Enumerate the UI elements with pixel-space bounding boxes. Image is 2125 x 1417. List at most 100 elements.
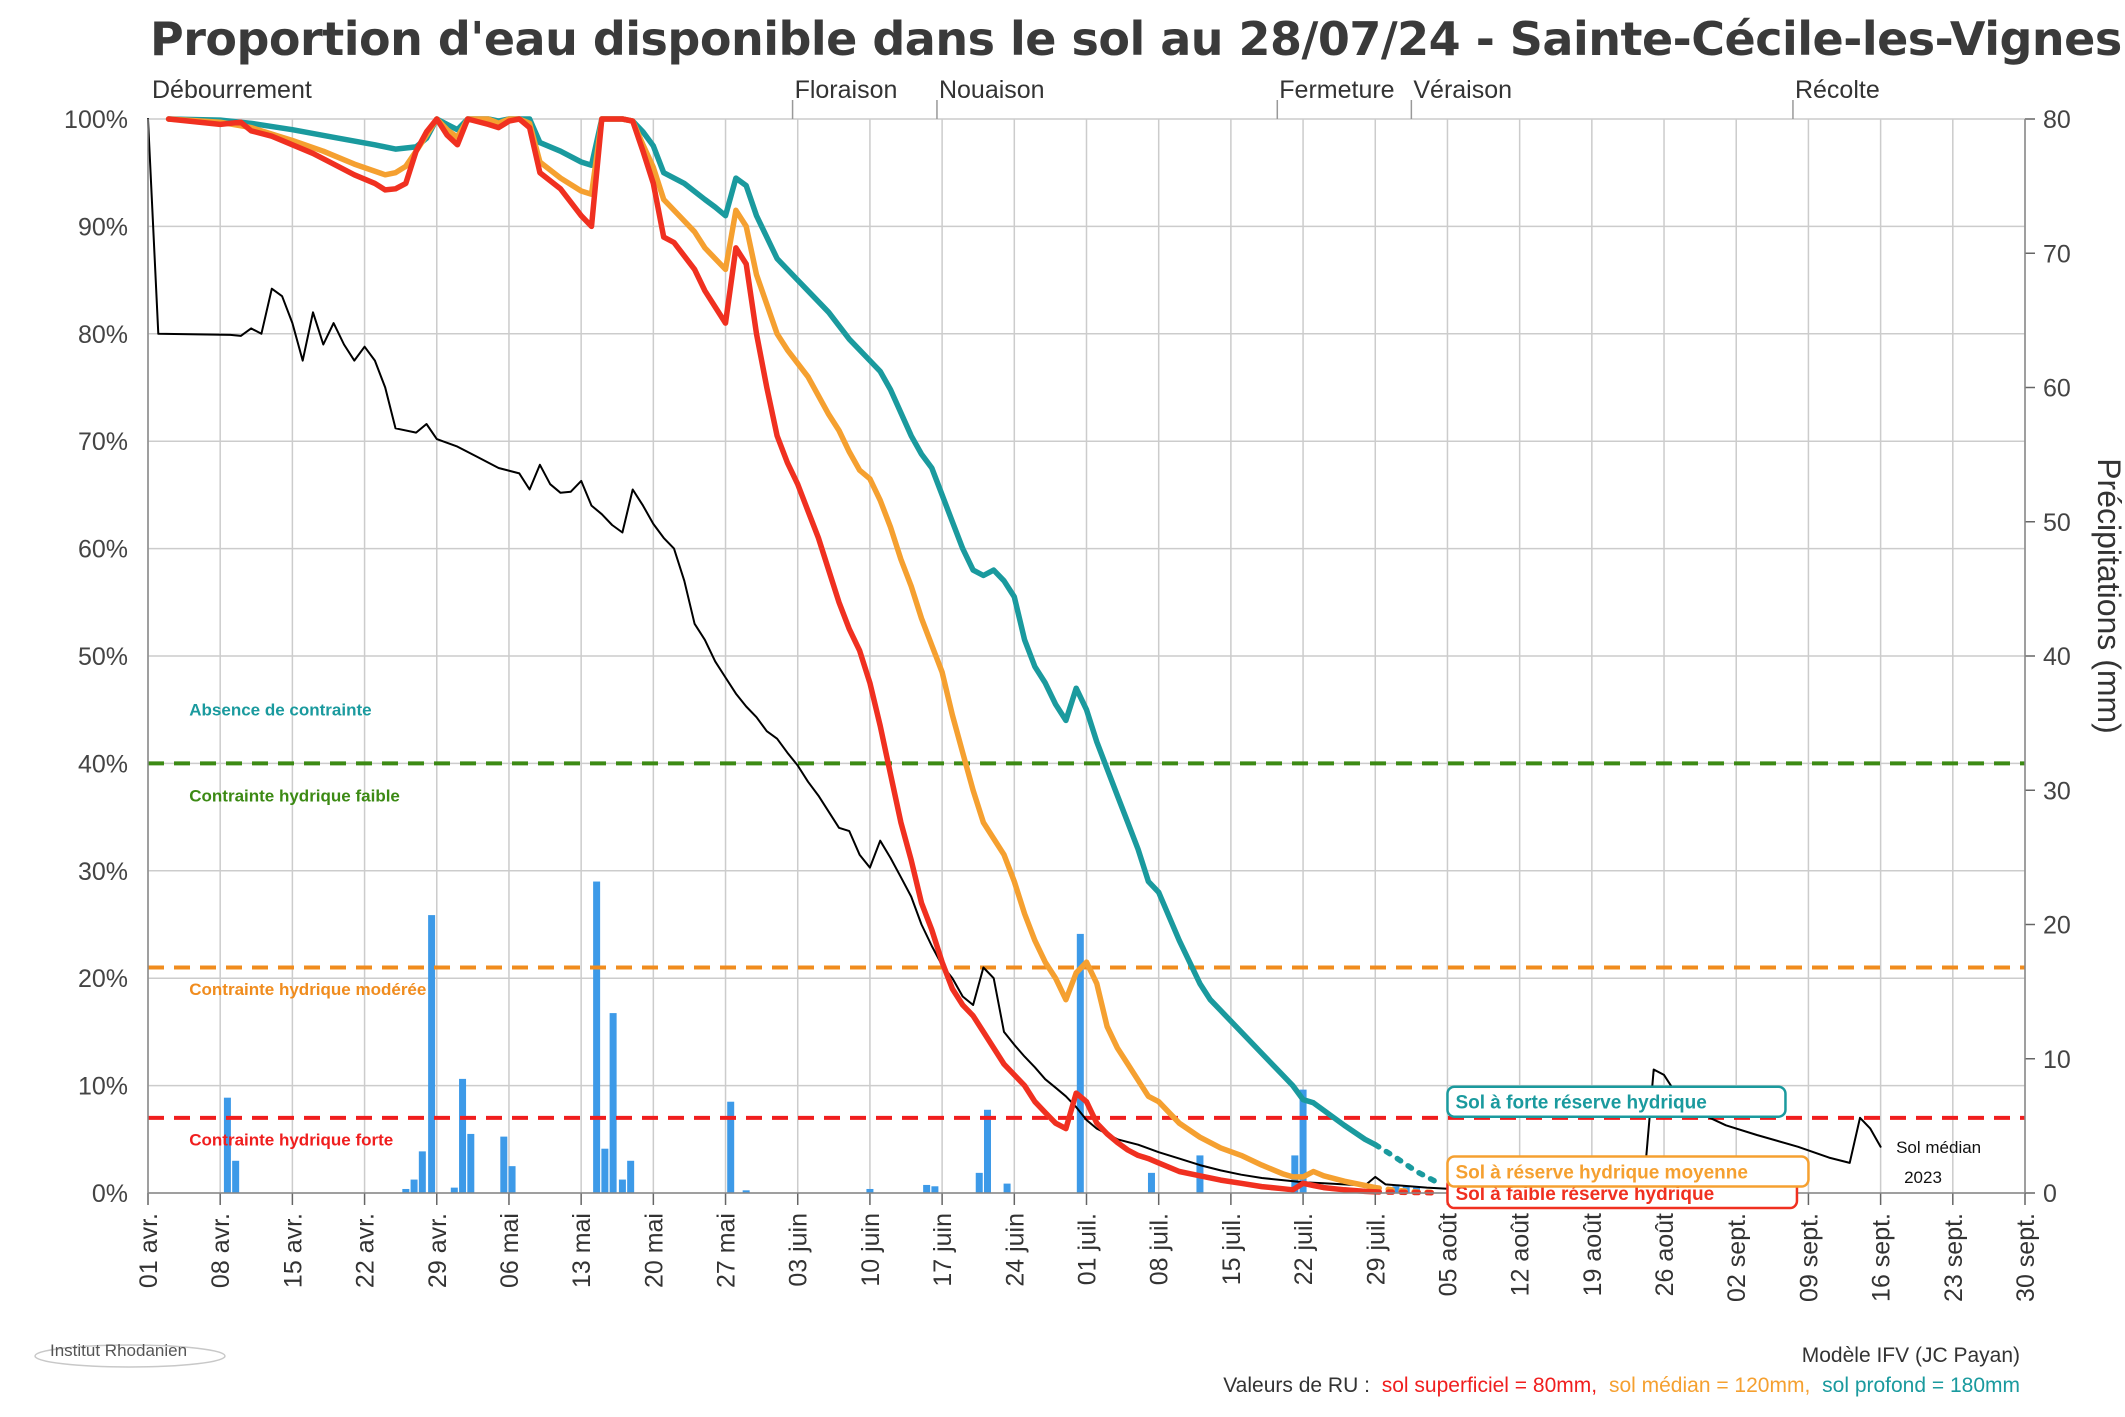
y-tick-label-left: 40% bbox=[78, 750, 128, 778]
y-tick-label-right: 70 bbox=[2043, 240, 2071, 268]
x-tick-label: 10 juin bbox=[857, 1213, 885, 1287]
precip-bar bbox=[450, 1187, 458, 1193]
precip-bar bbox=[402, 1188, 410, 1193]
precip-bar bbox=[1147, 1172, 1155, 1193]
x-tick-label: 26 août bbox=[1651, 1213, 1679, 1296]
x-tick-label: 13 mai bbox=[568, 1213, 596, 1288]
precip-bar bbox=[866, 1188, 874, 1193]
y-tick-label-right: 80 bbox=[2043, 106, 2071, 134]
x-tick-label: 01 juil. bbox=[1074, 1213, 1102, 1285]
series-label-box-forte bbox=[1446, 1085, 1787, 1118]
series-labels: Sol à faible réserve hydrique Sol à forte… bbox=[1446, 1085, 1981, 1210]
precip-bar bbox=[727, 1101, 735, 1193]
y-tick-label-left: 80% bbox=[78, 321, 128, 349]
precip-bar bbox=[923, 1184, 931, 1193]
y-tick-label-right: 0 bbox=[2043, 1180, 2057, 1208]
grid bbox=[147, 118, 2026, 1194]
x-tick-label: 02 sept. bbox=[1723, 1213, 1751, 1302]
x-tick-label: 20 mai bbox=[640, 1213, 668, 1288]
precip-bar bbox=[467, 1133, 475, 1193]
x-tick-label: 23 sept. bbox=[1940, 1213, 1968, 1302]
y-tick-label-left: 60% bbox=[78, 536, 128, 564]
x-tick-label: 08 avr. bbox=[207, 1213, 235, 1288]
series-line-faible bbox=[165, 116, 1379, 1195]
y-tick-label-right: 10 bbox=[2043, 1046, 2071, 1074]
precip-bar bbox=[931, 1186, 939, 1193]
y-tick-label-left: 70% bbox=[78, 428, 128, 456]
y-tick-label-left: 90% bbox=[78, 213, 128, 241]
x-tick-label: 22 juil. bbox=[1290, 1213, 1318, 1285]
stage-label: Nouaison bbox=[939, 76, 1045, 104]
precip-bar bbox=[223, 1097, 231, 1193]
x-tick-label: 29 avr. bbox=[424, 1213, 452, 1288]
chart-title: Proportion d'eau disponible dans le sol … bbox=[150, 12, 2122, 66]
x-tick-label: 03 juin bbox=[785, 1213, 813, 1287]
stage-label: Floraison bbox=[795, 76, 898, 104]
x-tick-label: 01 avr. bbox=[135, 1213, 163, 1288]
x-tick-label: 19 août bbox=[1579, 1213, 1607, 1296]
zone-label: Contrainte hydrique forte bbox=[189, 1130, 393, 1149]
precip-bar bbox=[593, 881, 601, 1193]
stage-label: Fermeture bbox=[1279, 76, 1394, 104]
x-tick-label: 17 juin bbox=[929, 1213, 957, 1287]
precip-bar bbox=[508, 1166, 516, 1193]
x-tick-label: 16 sept. bbox=[1868, 1213, 1896, 1302]
y-tick-label-right: 40 bbox=[2043, 643, 2071, 671]
precip-bar bbox=[232, 1160, 240, 1193]
soil-water-series bbox=[147, 116, 1882, 1196]
x-tick-label: 15 avr. bbox=[279, 1213, 307, 1288]
x-tick-label: 22 avr. bbox=[352, 1213, 380, 1288]
ru-superficiel: sol superficiel = 80mm, bbox=[1381, 1374, 1598, 1397]
precipitation-bars bbox=[223, 881, 1421, 1193]
y-axis-title-right: Précipitations (mm) bbox=[2091, 458, 2125, 734]
y-tick-label-left: 20% bbox=[78, 965, 128, 993]
logo-text: Institut Rhodanien bbox=[50, 1341, 188, 1360]
y-tick-label-right: 50 bbox=[2043, 509, 2071, 537]
ru-prefix: Valeurs de RU : bbox=[1223, 1374, 1370, 1397]
stage-label: Véraison bbox=[1413, 76, 1512, 104]
y-tick-label-left: 50% bbox=[78, 643, 128, 671]
x-tick-label: 15 juil. bbox=[1218, 1213, 1246, 1285]
precip-bar bbox=[500, 1136, 508, 1193]
precip-bar bbox=[975, 1172, 983, 1193]
institut-rhodanien-logo bbox=[34, 1344, 226, 1368]
x-tick-label: 12 août bbox=[1507, 1213, 1535, 1296]
x-tick-label: 27 mai bbox=[713, 1213, 741, 1288]
precip-bar bbox=[1076, 933, 1084, 1193]
x-tick-label: 24 juin bbox=[1001, 1213, 1029, 1287]
precip-bar bbox=[618, 1179, 626, 1193]
x-tick-label: 06 mai bbox=[496, 1213, 524, 1288]
precip-bar bbox=[742, 1190, 750, 1193]
precip-bar bbox=[1003, 1183, 1011, 1193]
series-line-median2023 bbox=[147, 118, 1882, 1191]
x-tick-label: 30 sept. bbox=[2012, 1213, 2040, 1302]
series-forecast-forte bbox=[1372, 1141, 1440, 1186]
precip-bar bbox=[418, 1151, 426, 1193]
y-tick-label-right: 60 bbox=[2043, 375, 2071, 403]
series-label-median-year: 2023 bbox=[1904, 1168, 1942, 1187]
y-tick-label-right: 30 bbox=[2043, 777, 2071, 805]
x-tick-label: 08 juil. bbox=[1146, 1213, 1174, 1285]
x-tick-label: 29 juil. bbox=[1362, 1213, 1390, 1285]
x-tick-label: 09 sept. bbox=[1795, 1213, 1823, 1302]
y-tick-label-left: 0% bbox=[92, 1180, 128, 1208]
precip-bar bbox=[601, 1148, 609, 1193]
y-tick-label-right: 20 bbox=[2043, 912, 2071, 940]
y-tick-label-left: 30% bbox=[78, 858, 128, 886]
x-tick-label: 05 août bbox=[1434, 1213, 1462, 1296]
zone-label: Absence de contrainte bbox=[189, 701, 371, 720]
stage-label: Débourrement bbox=[152, 76, 312, 104]
precip-bar bbox=[1299, 1089, 1307, 1193]
precip-bar bbox=[428, 915, 436, 1193]
model-note: Modèle IFV (JC Payan) bbox=[1801, 1344, 2020, 1367]
y-tick-label-left: 100% bbox=[64, 106, 128, 134]
precip-bar bbox=[983, 1109, 991, 1193]
series-label-forte: Sol à forte réserve hydrique bbox=[1455, 1093, 1706, 1114]
precip-bar bbox=[609, 1013, 617, 1193]
series-label-median: Sol médian bbox=[1896, 1138, 1981, 1157]
zone-label: Contrainte hydrique modérée bbox=[189, 980, 426, 999]
ru-median: sol médian = 120mm, bbox=[1608, 1374, 1811, 1397]
zone-label: Contrainte hydrique faible bbox=[189, 787, 400, 806]
ru-values-note: Valeurs de RU : sol superficiel = 80mm, … bbox=[1223, 1374, 2020, 1398]
